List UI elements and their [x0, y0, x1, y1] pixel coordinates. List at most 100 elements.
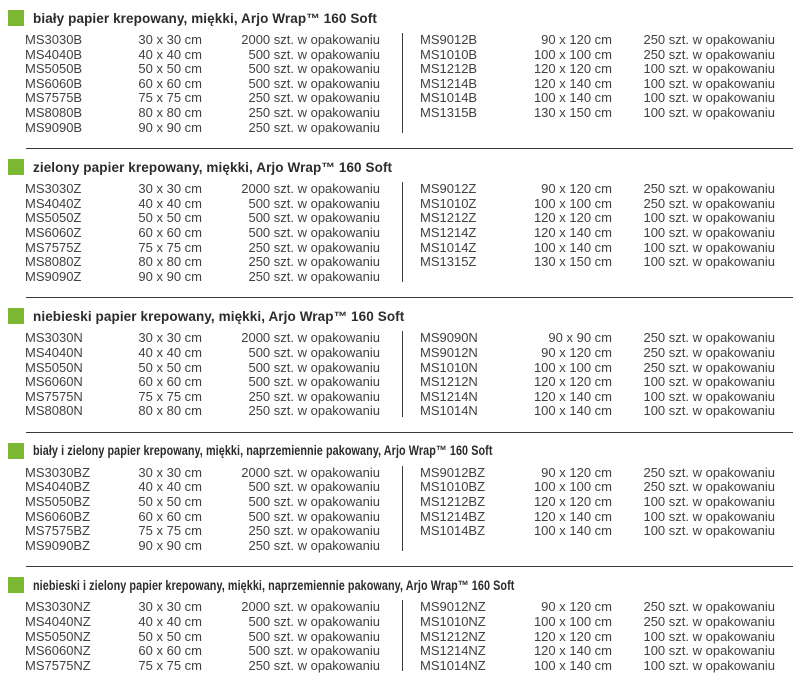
product-section-1: biały papier krepowany, miękki, Arjo Wra…: [0, 0, 798, 148]
product-code-cell: MS1010Z: [420, 195, 477, 211]
product-code-cell: MS5050B: [25, 61, 83, 77]
product-qty-cell: 100 szt. w opakowaniu: [643, 494, 775, 510]
product-size-cell: 120 x 120 cm: [533, 61, 612, 77]
product-size-cell: 60 x 60 cm: [138, 75, 202, 91]
section-header: biały papier krepowany, miękki, Arjo Wra…: [0, 6, 798, 30]
product-qty-cell: 2000 szt. w opakowaniu: [241, 330, 380, 346]
product-qty-cell: 100 szt. w opakowaniu: [643, 239, 775, 255]
product-code-cell: MS1014BZ: [420, 523, 486, 539]
product-size-cell: 80 x 80 cm: [138, 254, 202, 270]
product-code-cell: MS7575BZ: [25, 523, 91, 539]
product-code-cell: MS5050N: [25, 359, 83, 375]
product-size-cell: 100 x 100 cm: [533, 614, 612, 630]
product-code-cell: MS1010NZ: [420, 614, 486, 630]
product-qty-cell: 2000 szt. w opakowaniu: [241, 464, 380, 480]
product-table-right: MS9012B 90 x 120 cm 250 szt. w opakowaniu M…: [403, 32, 797, 135]
product-size-cell: 90 x 120 cm: [541, 32, 612, 47]
product-size-cell: 90 x 120 cm: [541, 599, 612, 615]
product-qty-cell: 250 szt. w opakowaniu: [248, 537, 380, 553]
product-size-cell: 100 x 140 cm: [533, 403, 612, 419]
section-bullet-icon: [8, 577, 24, 594]
product-code-cell: MS1010B: [420, 46, 478, 62]
product-code-cell: MS7575B: [25, 90, 83, 106]
product-code-cell: MS4040Z: [25, 195, 82, 211]
product-size-cell: 90 x 90 cm: [138, 119, 202, 135]
product-code-cell: MS1014Z: [420, 239, 477, 255]
product-qty-cell: 100 szt. w opakowaniu: [643, 210, 775, 226]
product-qty-cell: 250 szt. w opakowaniu: [643, 479, 775, 495]
product-size-cell: 50 x 50 cm: [138, 628, 202, 644]
product-code-cell: MS1214B: [420, 75, 478, 91]
product-code-cell: MS3030N: [25, 330, 83, 346]
product-size-cell: 90 x 120 cm: [541, 181, 612, 197]
product-table-left: MS3030BZ 30 x 30 cm 2000 szt. w opakowaniu…: [0, 464, 402, 554]
product-size-cell: 30 x 30 cm: [138, 32, 202, 47]
product-size-cell: 30 x 30 cm: [138, 599, 202, 615]
product-qty-cell: 100 szt. w opakowaniu: [643, 657, 775, 673]
product-size-cell: 50 x 50 cm: [138, 494, 202, 510]
product-qty-cell: 100 szt. w opakowaniu: [643, 104, 775, 120]
product-qty-cell: 100 szt. w opakowaniu: [643, 90, 775, 106]
product-code-cell: MS7575N: [25, 388, 83, 404]
product-size-cell: 120 x 120 cm: [533, 374, 612, 390]
section-title: niebieski papier krepowany, miękki, Arjo…: [33, 308, 405, 324]
product-size-cell: 60 x 60 cm: [138, 508, 202, 524]
product-qty-cell: 250 szt. w opakowaniu: [643, 359, 775, 375]
section-header: zielony papier krepowany, miękki, Arjo W…: [0, 155, 798, 179]
product-qty-cell: 250 szt. w opakowaniu: [643, 330, 775, 346]
product-qty-cell: 100 szt. w opakowaniu: [643, 75, 775, 91]
product-size-cell: 30 x 30 cm: [138, 330, 202, 346]
product-table-right: MS9012NZ 90 x 120 cm 250 szt. w opakowaniu…: [403, 600, 797, 673]
product-qty-cell: 250 szt. w opakowaniu: [248, 239, 380, 255]
product-qty-cell: 250 szt. w opakowaniu: [643, 195, 775, 211]
section-title: biały i zielony papier krepowany, miękki…: [33, 443, 493, 459]
product-table-left: MS3030Z 30 x 30 cm 2000 szt. w opakowaniu M…: [0, 182, 402, 284]
product-size-cell: 120 x 120 cm: [533, 210, 612, 226]
product-qty-cell: 250 szt. w opakowaniu: [643, 344, 775, 360]
product-size-cell: 100 x 100 cm: [533, 479, 612, 495]
product-code-cell: MS9012B: [420, 32, 478, 47]
product-size-cell: 75 x 75 cm: [138, 239, 202, 255]
product-qty-cell: 500 szt. w opakowaniu: [248, 494, 380, 510]
section-title: biały papier krepowany, miękki, Arjo Wra…: [33, 10, 377, 26]
product-qty-cell: 500 szt. w opakowaniu: [248, 195, 380, 211]
product-code-cell: MS7575NZ: [25, 657, 91, 673]
product-code-cell: MS1214BZ: [420, 508, 486, 524]
product-code-cell: MS8080B: [25, 104, 83, 120]
product-code-cell: MS3030NZ: [25, 599, 91, 615]
product-qty-cell: 100 szt. w opakowaniu: [643, 254, 775, 270]
product-qty-cell: 250 szt. w opakowaniu: [643, 46, 775, 62]
product-code-cell: MS1212B: [420, 61, 478, 77]
product-code-cell: MS6060NZ: [25, 643, 91, 659]
product-qty-cell: 250 szt. w opakowaniu: [643, 599, 775, 615]
product-code-cell: MS1214NZ: [420, 643, 486, 659]
product-section-3: niebieski papier krepowany, miękki, Arjo…: [0, 298, 798, 432]
section-bullet-icon: [8, 308, 24, 325]
product-code-cell: MS5050NZ: [25, 628, 91, 644]
product-qty-cell: 100 szt. w opakowaniu: [643, 628, 775, 644]
product-size-cell: 120 x 140 cm: [533, 224, 612, 240]
product-size-cell: 120 x 140 cm: [533, 643, 612, 659]
product-code-cell: MS1315Z: [420, 254, 477, 270]
product-qty-cell: 100 szt. w opakowaniu: [643, 523, 775, 539]
product-table-right: MS9090N 90 x 90 cm 250 szt. w opakowaniu MS…: [403, 331, 797, 419]
product-table-left: MS3030B 30 x 30 cm 2000 szt. w opakowaniu M…: [0, 32, 402, 135]
section-bullet-icon: [8, 10, 24, 26]
column-divider-rule: [402, 33, 403, 134]
product-size-cell: 120 x 140 cm: [533, 75, 612, 91]
product-code-cell: MS9012N: [420, 344, 478, 360]
product-size-cell: 130 x 150 cm: [533, 104, 612, 120]
column-divider-rule: [402, 182, 403, 283]
product-size-cell: 120 x 120 cm: [533, 628, 612, 644]
product-code-cell: MS9090N: [420, 330, 478, 346]
section-tables: MS3030B 30 x 30 cm 2000 szt. w opakowaniu M…: [0, 30, 798, 148]
product-qty-cell: 100 szt. w opakowaniu: [643, 403, 775, 419]
product-size-cell: 40 x 40 cm: [138, 344, 202, 360]
product-size-cell: 130 x 150 cm: [533, 254, 612, 270]
product-code-cell: MS1214Z: [420, 224, 477, 240]
product-code-cell: MS3030BZ: [25, 464, 91, 480]
product-code-cell: MS1010BZ: [420, 479, 486, 495]
product-code-cell: MS9090BZ: [25, 537, 91, 553]
product-code-cell: MS1014B: [420, 90, 478, 106]
product-size-cell: 90 x 90 cm: [548, 330, 612, 346]
